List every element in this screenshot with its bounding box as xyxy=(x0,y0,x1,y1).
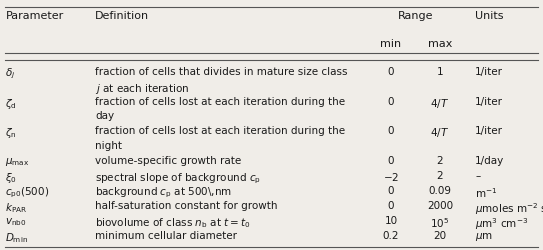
Text: $4/T$: $4/T$ xyxy=(430,96,450,109)
Text: day: day xyxy=(95,111,114,121)
Text: max: max xyxy=(428,39,452,49)
Text: $\mu_\mathrm{max}$: $\mu_\mathrm{max}$ xyxy=(5,156,30,168)
Text: $\mu$moles m$^{-2}$ s$^{-1}$: $\mu$moles m$^{-2}$ s$^{-1}$ xyxy=(475,200,543,216)
Text: $D_\mathrm{min}$: $D_\mathrm{min}$ xyxy=(5,230,28,244)
Text: 0: 0 xyxy=(388,185,394,195)
Text: 1/iter: 1/iter xyxy=(475,126,503,136)
Text: $4/T$: $4/T$ xyxy=(430,126,450,139)
Text: $\delta_j$: $\delta_j$ xyxy=(5,66,16,81)
Text: volume-specific growth rate: volume-specific growth rate xyxy=(95,156,241,166)
Text: 1/iter: 1/iter xyxy=(475,66,503,76)
Text: min: min xyxy=(381,39,401,49)
Text: Parameter: Parameter xyxy=(5,11,64,21)
Text: 2: 2 xyxy=(437,170,443,180)
Text: Definition: Definition xyxy=(95,11,149,21)
Text: background $c_\mathrm{p}$ at 500\,nm: background $c_\mathrm{p}$ at 500\,nm xyxy=(95,185,232,200)
Text: Units: Units xyxy=(475,11,503,21)
Text: $-2$: $-2$ xyxy=(383,170,399,182)
Text: fraction of cells that divides in mature size class: fraction of cells that divides in mature… xyxy=(95,66,348,76)
Text: fraction of cells lost at each iteration during the: fraction of cells lost at each iteration… xyxy=(95,126,345,136)
Text: 0: 0 xyxy=(388,66,394,76)
Text: $\zeta_\mathrm{d}$: $\zeta_\mathrm{d}$ xyxy=(5,96,17,110)
Text: 0: 0 xyxy=(388,156,394,166)
Text: 20: 20 xyxy=(433,230,446,240)
Text: $\xi_0$: $\xi_0$ xyxy=(5,170,17,184)
Text: night: night xyxy=(95,141,122,151)
Text: biovolume of class $n_\mathrm{b}$ at $t = t_0$: biovolume of class $n_\mathrm{b}$ at $t … xyxy=(95,215,250,229)
Text: 0: 0 xyxy=(388,96,394,106)
Text: $10^5$: $10^5$ xyxy=(430,215,450,229)
Text: $j$ at each iteration: $j$ at each iteration xyxy=(95,81,190,95)
Text: 1: 1 xyxy=(437,66,443,76)
Text: m$^{-1}$: m$^{-1}$ xyxy=(475,185,497,199)
Text: Range: Range xyxy=(397,11,433,21)
Text: 0.2: 0.2 xyxy=(383,230,399,240)
Text: $v_\mathrm{nb0}$: $v_\mathrm{nb0}$ xyxy=(5,215,27,227)
Text: 1/iter: 1/iter xyxy=(475,96,503,106)
Text: minimum cellular diameter: minimum cellular diameter xyxy=(95,230,237,240)
Text: 2000: 2000 xyxy=(427,200,453,210)
Text: $\mu$m: $\mu$m xyxy=(475,230,493,242)
Text: spectral slope of background $c_\mathrm{p}$: spectral slope of background $c_\mathrm{… xyxy=(95,170,261,185)
Text: 1/day: 1/day xyxy=(475,156,504,166)
Text: 0.09: 0.09 xyxy=(428,185,451,195)
Text: $c_\mathrm{p0}(500)$: $c_\mathrm{p0}(500)$ xyxy=(5,185,49,200)
Text: –: – xyxy=(475,170,481,180)
Text: 2: 2 xyxy=(437,156,443,166)
Text: 0: 0 xyxy=(388,200,394,210)
Text: $\zeta_\mathrm{n}$: $\zeta_\mathrm{n}$ xyxy=(5,126,17,140)
Text: half-saturation constant for growth: half-saturation constant for growth xyxy=(95,200,277,210)
Text: fraction of cells lost at each iteration during the: fraction of cells lost at each iteration… xyxy=(95,96,345,106)
Text: $k_\mathrm{PAR}$: $k_\mathrm{PAR}$ xyxy=(5,200,28,214)
Text: 0: 0 xyxy=(388,126,394,136)
Text: $\mu$m$^3$ cm$^{-3}$: $\mu$m$^3$ cm$^{-3}$ xyxy=(475,215,528,231)
Text: 10: 10 xyxy=(384,215,397,225)
